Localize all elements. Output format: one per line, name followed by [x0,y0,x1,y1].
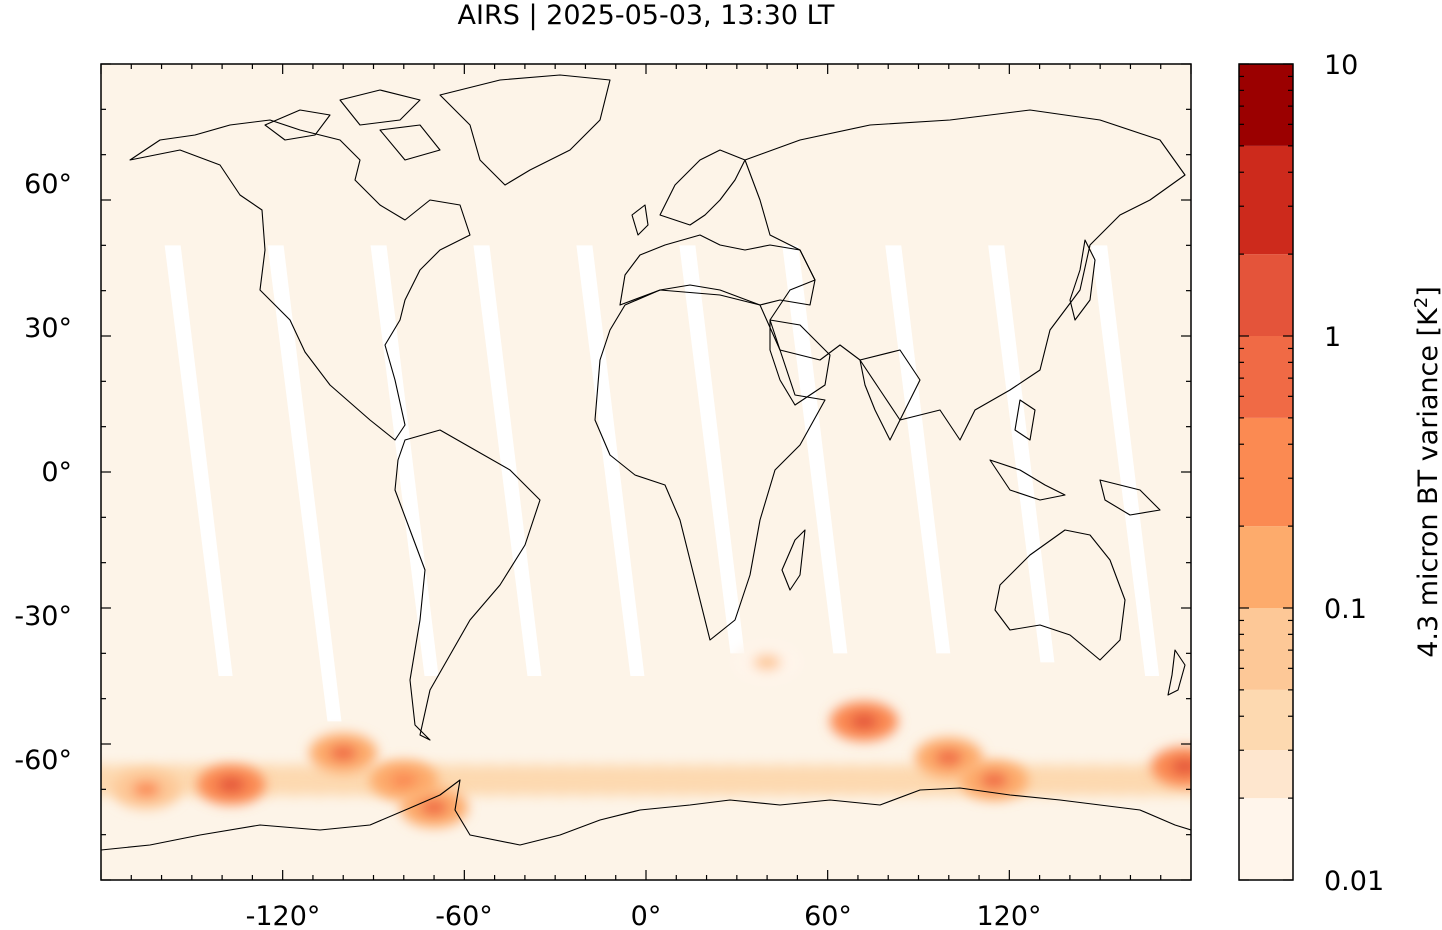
asia-coastline [744,109,1186,441]
map-area [101,64,1191,880]
southeast-asia-islands-coastline [989,399,1161,516]
colorbar-label-main: 4.3 micron BT variance [K [1413,307,1442,658]
swath-gap [267,245,342,722]
south-america-coastline [394,429,541,741]
hotspot-core [132,781,161,798]
colorbar-label: 4.3 micron BT variance [K2] [1411,286,1442,658]
colorbar-label-end: ] [1413,286,1442,297]
colorbar-level [1239,750,1293,799]
hotspot [112,769,181,810]
colorbar-ticks [1239,63,1293,881]
australia-coastline [994,529,1126,661]
hotspot [400,787,469,828]
colorbar-level [1239,64,1293,146]
swath-gap [1091,245,1160,677]
coastlines [101,74,1191,851]
x-tick-label: 0° [631,901,662,930]
swath-gap [885,245,951,654]
colorbar-level [1239,145,1293,255]
map-axis-ticks [100,63,1192,881]
swath-gap [679,245,745,654]
colorbar-level [1239,417,1293,527]
colorbar-label-superscript: 2 [1411,297,1432,308]
hotspot-core [389,772,418,789]
colorbar-level [1239,254,1293,336]
swath-gap [576,245,645,677]
scandinavia-coastline [659,149,746,226]
hotspot-core [753,654,782,671]
india-coastline [859,349,921,441]
arabia-coastline [769,319,831,406]
y-tick-label: 60° [24,169,72,200]
y-tick-label: -60° [14,745,72,776]
new-zealand-coastline [1167,649,1186,696]
arctic-islands-coastline [264,89,441,161]
colorbar-level [1239,608,1293,690]
x-tick-label: -60° [435,901,493,930]
colorbar-tick-label: 1 [1324,322,1341,353]
colorbar-tick-label: 0.1 [1324,594,1367,625]
map-background [101,64,1191,880]
x-tick-label: 60° [804,901,852,930]
y-tick-label: -30° [14,601,72,632]
variance-hotspots [101,642,1191,828]
africa-coastline [594,289,826,641]
hotspot [733,642,802,683]
hotspot [197,764,266,805]
x-tick-label: 120° [976,901,1041,930]
swath-gap [988,245,1055,663]
hotspot [914,737,983,778]
colorbar-tick-label: 10 [1324,50,1358,81]
swath-gap [782,245,848,654]
antarctica-coastline [101,779,1191,851]
hotspot-core [1170,758,1191,775]
madagascar-coastline [781,529,806,591]
y-tick-label: 30° [24,313,72,344]
north-america-coastline [129,119,471,441]
hotspot-core [420,799,449,816]
colorbar-level [1239,689,1293,751]
greenland-coastline [439,74,611,186]
x-tick-label: -120° [246,901,321,930]
hotspot-core [217,776,246,793]
swath-gap [164,245,233,677]
colorbar-level [1239,798,1293,880]
y-tick-label: 0° [41,457,72,488]
hotspot [1150,746,1191,787]
hotspot-core [980,772,1009,789]
hotspot [960,760,1029,801]
hotspot-core [850,713,878,730]
colorbar-level [1239,526,1293,608]
swath-gap [473,245,542,677]
colorbar-levels [1239,64,1293,880]
japan-coastline [1069,239,1096,321]
hotspot-core [934,749,963,766]
hotspot [830,701,898,742]
colorbar: 0.01 0.1 1 10 4.3 micron BT variance [K2… [1238,50,1442,897]
british-isles-coastline [631,204,649,236]
chart-title: AIRS | 2025-05-03, 13:30 LT [458,0,835,31]
colorbar-frame [1238,63,1294,881]
hotspot-core [329,745,358,762]
colorbar-level [1239,336,1293,418]
colorbar-tick-label: 0.01 [1324,866,1384,897]
hotspot [309,733,378,774]
